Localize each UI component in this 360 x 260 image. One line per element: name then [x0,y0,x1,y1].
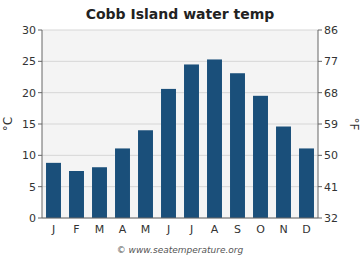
bar [138,130,153,218]
y2-tick [318,218,322,219]
y2-tick-label: 32 [324,212,338,225]
y2-tick-label: 41 [324,181,338,194]
y2-tick [318,92,322,93]
y2-tick-label: 68 [324,87,338,100]
bar [46,163,61,218]
y-tick [38,218,42,219]
bar [161,89,176,218]
y2-axis-label: °F [347,118,360,131]
y2-tick [318,155,322,156]
grid-line [42,30,318,31]
y-tick [38,30,42,31]
chart: 0 5 10 15 20 25 30 32 41 50 59 68 77 86 J F M A M J J A S O N D °C… [0,0,360,260]
y-tick-label: 10 [22,149,36,162]
grid-line [42,124,318,125]
bar [207,59,222,218]
y2-tick-label: 50 [324,149,338,162]
y2-tick [318,30,322,31]
grid-line [42,61,318,62]
plot-area [42,30,318,218]
x-tick-label: F [73,223,79,236]
x-tick-label: N [279,223,287,236]
bar [115,148,130,218]
y2-tick [318,124,322,125]
bar [253,96,268,218]
y-tick [38,155,42,156]
y-axis-line [42,30,43,218]
chart-container: 0 5 10 15 20 25 30 32 41 50 59 68 77 86 J F M A M J J A S O N D °C… [0,0,360,260]
y-tick [38,61,42,62]
y-tick-label: 20 [22,87,36,100]
x-tick-label: A [119,223,127,236]
x-tick-label: J [166,223,170,236]
x-tick-label: A [211,223,219,236]
title: Cobb Island water temp [86,6,275,22]
grid-line [42,218,318,219]
x-tick-label: J [51,223,55,236]
x-tick-label: S [234,223,241,236]
y-tick [38,186,42,187]
y2-tick [318,61,322,62]
x-tick-label: J [189,223,193,236]
annotation: © www.seatemperature.org [117,245,244,255]
y-axis-label: °C [1,117,15,131]
y2-tick-label: 59 [324,118,338,131]
x-tick-label: O [256,223,265,236]
y-tick-label: 0 [29,212,36,225]
y-tick [38,124,42,125]
y2-axis: 32 41 50 59 68 77 86 [318,24,338,225]
y-tick-label: 30 [22,24,36,37]
y2-tick [318,186,322,187]
bar [276,127,291,218]
y-tick-label: 5 [29,181,36,194]
bar [299,148,314,218]
x-tick-label: M [141,223,151,236]
y-tick-label: 25 [22,55,36,68]
grid-line [42,92,318,93]
bar [92,167,107,218]
x-tick-label: D [302,223,310,236]
y-tick [38,92,42,93]
y-tick-label: 15 [22,118,36,131]
x-axis: JFMAMJJASOND [42,218,318,236]
x-axis-line [42,218,318,219]
bar [69,171,84,218]
x-tick-label: M [95,223,105,236]
y2-tick-label: 77 [324,55,338,68]
y2-tick-label: 86 [324,24,338,37]
bar [184,64,199,218]
y-axis: 0 5 10 15 20 25 30 [22,24,318,225]
bars [46,59,314,218]
bar [230,73,245,218]
